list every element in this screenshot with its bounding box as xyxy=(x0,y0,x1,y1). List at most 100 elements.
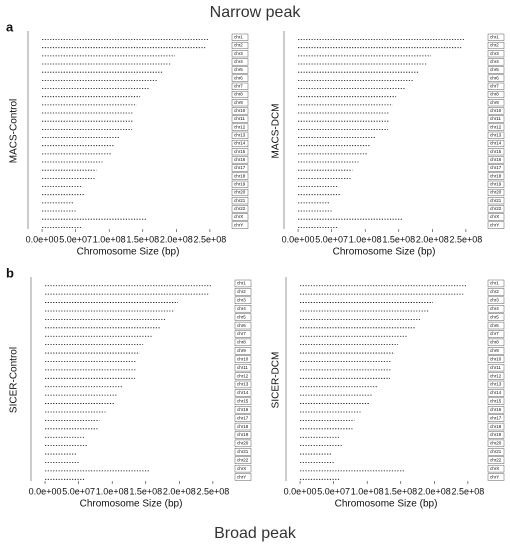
x-tick-label: 1.0e+08 xyxy=(93,234,126,244)
chromosome-label: chr5 xyxy=(237,314,246,319)
chromosome-label-box xyxy=(487,380,505,389)
x-tick-label: 0.0e+00 xyxy=(26,234,59,244)
chromosome-label: chr21 xyxy=(490,449,502,454)
chromosome-label: chr3 xyxy=(237,298,246,303)
chromosome-label-box xyxy=(234,313,252,321)
chromosome-label: chr22 xyxy=(234,206,246,211)
chromosome-label-box xyxy=(487,279,505,288)
chromosome-label-box xyxy=(487,99,505,107)
chromosome-label-box xyxy=(487,50,505,58)
chromosome-label-box xyxy=(231,41,249,50)
chromosome-label: chr6 xyxy=(490,323,499,328)
chromosome-label-box xyxy=(487,107,505,115)
chromosome-label-box xyxy=(234,397,252,405)
y-axis-label: MACS-DCM xyxy=(271,104,282,159)
chromosome-label: chr6 xyxy=(237,323,246,328)
chromosome-label: chr2 xyxy=(490,289,499,294)
chromosome-label-box xyxy=(231,66,249,74)
chromosome-label: chr12 xyxy=(234,124,246,129)
x-tick-label: 1.0e+08 xyxy=(351,486,384,496)
chromosome-label: chr9 xyxy=(490,348,499,353)
chromosome-label: chr22 xyxy=(490,457,502,462)
chromosome-label: chr12 xyxy=(490,124,502,129)
x-tick-label: 2.0e+08 xyxy=(416,234,449,244)
x-tick-label: 2.0e+08 xyxy=(418,486,451,496)
chromosome-label-box xyxy=(234,389,252,397)
chromosome-label-box xyxy=(487,414,505,422)
chromosome-label: chr16 xyxy=(490,157,502,162)
chromosome-label-box xyxy=(487,330,505,338)
chromosome-label-box xyxy=(487,347,505,355)
chromosome-label: chr22 xyxy=(490,206,502,211)
chromosome-label: chr8 xyxy=(490,340,499,345)
chromosome-label-box xyxy=(234,439,252,448)
chromosome-label-box xyxy=(231,99,249,107)
chromosome-label-box xyxy=(487,180,505,188)
chromosome-label: chr16 xyxy=(237,407,249,412)
chromosome-label: chr20 xyxy=(490,190,502,195)
chromosome-label: chr2 xyxy=(490,43,499,48)
chromosome-label: chr5 xyxy=(490,67,499,72)
chromosome-label: chr1 xyxy=(237,281,246,286)
chromosome-label-box xyxy=(231,50,249,58)
chromosome-label: chr2 xyxy=(234,43,243,48)
chromosome-label: chr15 xyxy=(490,149,502,154)
chromosome-label-box xyxy=(487,406,505,414)
chromosome-label: chr12 xyxy=(490,373,502,378)
chromosome-label-box xyxy=(487,473,505,481)
chromosome-label-box xyxy=(487,131,505,139)
chromosome-label: chr13 xyxy=(490,382,502,387)
chromosome-label: chr19 xyxy=(490,432,502,437)
chromosome-label-box xyxy=(487,422,505,431)
chromosome-label: chrY xyxy=(234,222,243,227)
chromosome-label: chr17 xyxy=(234,165,246,170)
chromosome-label: chr19 xyxy=(490,182,502,187)
chromosome-label-box xyxy=(487,66,505,74)
chromosome-label-box xyxy=(234,296,252,304)
chromosome-label: chr14 xyxy=(490,141,502,146)
chromosome-label: chr1 xyxy=(234,35,243,40)
chromosome-label: chr6 xyxy=(234,75,243,80)
x-tick-label: 2.0e+08 xyxy=(163,486,196,496)
chromosome-label-box xyxy=(487,213,505,221)
chromosome-label: chr9 xyxy=(490,100,499,105)
chromosome-label: chr16 xyxy=(490,407,502,412)
chromosome-label-box xyxy=(234,338,252,347)
chromosome-label: chr7 xyxy=(234,84,243,89)
chromosome-label-box xyxy=(487,156,505,164)
chromosome-label: chr1 xyxy=(490,35,499,40)
chromosome-label-box xyxy=(487,164,505,172)
chromosome-label-box xyxy=(487,397,505,405)
y-axis-label: SICER-Control xyxy=(9,347,20,413)
chromosome-label-box xyxy=(234,279,252,288)
chromosome-label: chr15 xyxy=(234,149,246,154)
chromosome-label: chr19 xyxy=(234,182,246,187)
chromosome-label: chr13 xyxy=(490,133,502,138)
chromosome-label-box xyxy=(487,448,505,456)
x-tick-label: 2.5e+08 xyxy=(193,234,226,244)
chromosome-label-box xyxy=(487,372,505,380)
chromosome-label-box xyxy=(234,406,252,414)
x-axis-label: Chromosome Size (bp) xyxy=(333,247,436,258)
chromosome-label: chr4 xyxy=(237,306,246,311)
panel-label: a xyxy=(6,19,14,34)
chromosome-label: chr20 xyxy=(234,190,246,195)
chromosome-label: chr18 xyxy=(490,424,502,429)
chromosome-label: chrX xyxy=(237,466,246,471)
chromosome-label: chr10 xyxy=(237,356,249,361)
chromosome-label-box xyxy=(231,221,249,229)
chromosome-label-box xyxy=(234,363,252,372)
chromosome-label: chrY xyxy=(490,222,499,227)
chromosome-label-box xyxy=(487,221,505,229)
chromosome-label: chrY xyxy=(237,474,246,479)
chromosome-label-box xyxy=(487,33,505,41)
chromosome-label: chr1 xyxy=(490,281,499,286)
chromosome-label-box xyxy=(487,456,505,464)
chromosome-label-box xyxy=(231,33,249,41)
x-axis-label: Chromosome Size (bp) xyxy=(77,247,180,258)
chromosome-label: chr2 xyxy=(237,289,246,294)
chromosome-label-box xyxy=(487,439,505,448)
chromosome-label-box xyxy=(231,205,249,213)
chromosome-label: chr10 xyxy=(490,356,502,361)
chromosome-label: chr9 xyxy=(237,348,246,353)
